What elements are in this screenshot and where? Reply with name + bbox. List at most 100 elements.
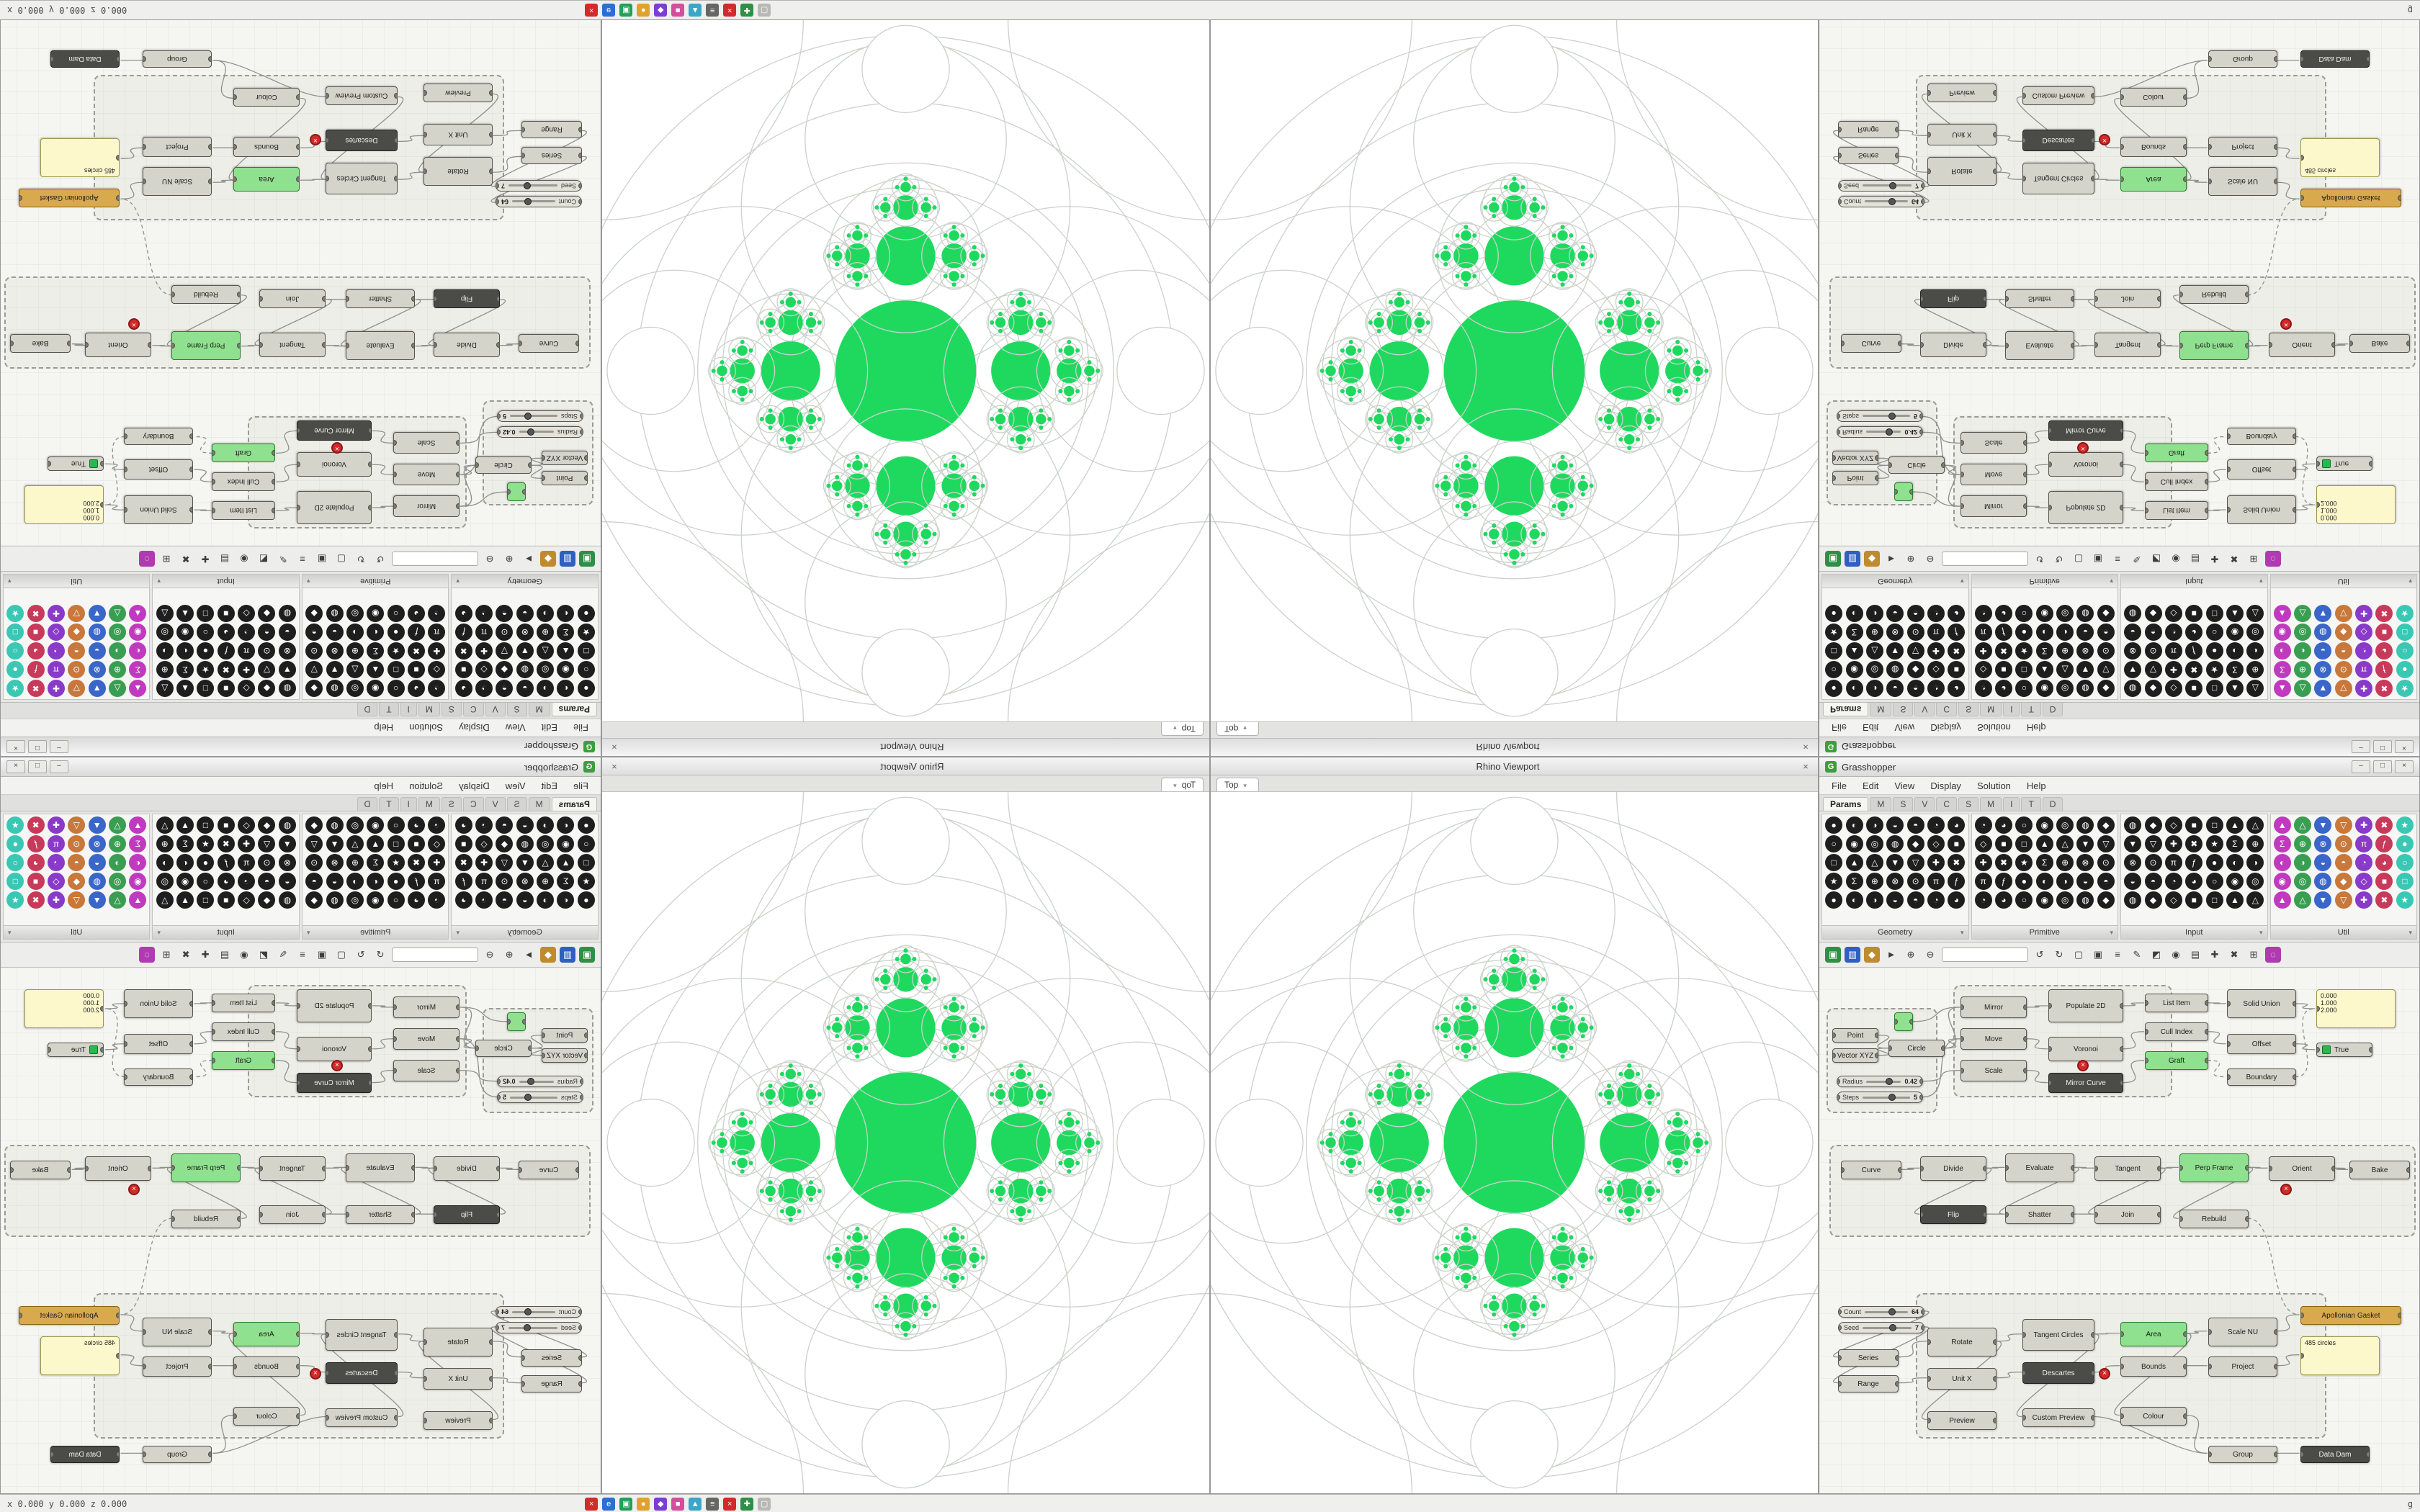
gh-node-data-dam[interactable]: Data Dam (50, 1446, 120, 1463)
palette-component-icon[interactable]: ◐ (176, 642, 194, 660)
palette-component-icon[interactable]: ◔ (1974, 680, 1992, 697)
slider-track[interactable] (1866, 428, 1901, 436)
zoom-out-icon[interactable]: ⊖ (1926, 554, 1935, 564)
gh-node-custom-preview[interactable]: Custom Preview (2022, 1408, 2094, 1427)
palette-component-icon[interactable]: ✖ (27, 816, 45, 834)
palette-component-icon[interactable]: ◓ (496, 680, 514, 697)
palette-component-icon[interactable]: ◇ (238, 680, 256, 697)
palette-component-icon[interactable]: ◆ (258, 891, 276, 909)
palette-component-icon[interactable]: ▼ (2124, 835, 2142, 852)
gh-canvas[interactable]: Point Vector XYZ Circle Radius 0.42 Steps 5 Mir… (1819, 968, 2419, 1493)
palette-component-icon[interactable]: □ (6, 624, 24, 641)
palette-component-icon[interactable]: ▲ (2226, 680, 2244, 697)
gh-node-mirror-curve[interactable]: Mirror Curve (2048, 420, 2123, 441)
app-close-icon[interactable]: × (585, 1498, 599, 1511)
list-icon[interactable]: ≡ (300, 554, 305, 564)
palette-component-icon[interactable]: ● (577, 816, 595, 834)
gh-node-data-dam[interactable]: Data Dam (2300, 50, 2370, 68)
palette-component-icon[interactable]: ⊙ (2144, 642, 2162, 660)
palette-component-icon[interactable]: ◍ (2314, 624, 2332, 641)
gh-node-voronoi[interactable]: Voronoi (297, 452, 372, 477)
gh-node-tangent[interactable]: Tangent (259, 1156, 326, 1181)
gh-node-custom-preview[interactable]: Custom Preview (2022, 86, 2094, 105)
gh-node-mirror-curve[interactable]: Mirror Curve (2048, 1073, 2123, 1093)
palette-component-icon[interactable]: ◔ (238, 873, 256, 890)
palette-component-icon[interactable]: ◉ (2273, 624, 2291, 641)
palette-component-icon[interactable]: π (1927, 873, 1945, 890)
gh-node-rebuild[interactable]: Rebuild (2179, 1210, 2249, 1228)
palette-component-icon[interactable]: π (2355, 661, 2373, 678)
palette-component-icon[interactable]: ○ (577, 661, 595, 678)
palette-component-icon[interactable]: ■ (2185, 680, 2203, 697)
palette-component-icon[interactable]: ⊗ (1886, 624, 1904, 641)
gh-node-data-dam[interactable]: Data Dam (50, 50, 120, 68)
shade-icon[interactable]: ◩ (2151, 554, 2161, 564)
palette-component-icon[interactable]: ● (2396, 835, 2414, 852)
palette-component-icon[interactable]: ◉ (2035, 680, 2053, 697)
slider-knob[interactable] (524, 413, 532, 420)
slider-knob[interactable] (1888, 1308, 1896, 1315)
gh-node-point[interactable]: Point (1832, 1028, 1878, 1043)
palette-component-icon[interactable]: ƒ (407, 873, 425, 890)
preview-icon[interactable]: ◉ (2172, 554, 2180, 564)
palette-component-icon[interactable]: ○ (2205, 873, 2223, 890)
palette-component-icon[interactable]: ▽ (68, 605, 86, 622)
palette-component-icon[interactable]: ⊕ (1865, 624, 1883, 641)
gh-node-seed[interactable]: Seed 7 (1838, 180, 1924, 192)
menu-view[interactable]: View (1894, 780, 1915, 791)
gh-node-boundary[interactable]: Boundary (2227, 428, 2296, 445)
window-icon[interactable]: ▢ (758, 4, 771, 17)
palette-component-icon[interactable]: □ (2205, 680, 2223, 697)
palette-component-icon[interactable]: ⊗ (516, 873, 534, 890)
palette-component-icon[interactable]: π (238, 642, 256, 660)
gh-node-evaluate[interactable]: Evaluate (2005, 1153, 2074, 1182)
palette-component-icon[interactable]: ◑ (2294, 854, 2312, 871)
palette-component-icon[interactable]: ◍ (1886, 835, 1904, 852)
gh-node-offset[interactable]: Offset (2227, 459, 2296, 480)
palette-component-icon[interactable]: □ (2396, 873, 2414, 890)
tools-icon[interactable]: ◆ (654, 4, 668, 17)
gh-node-curve[interactable]: Curve (1841, 1161, 1901, 1179)
palette-component-icon[interactable]: ⊗ (2124, 854, 2142, 871)
gh-node-mirror-curve[interactable]: Mirror Curve (297, 1073, 372, 1093)
close-button[interactable]: × (2395, 740, 2414, 753)
palette-component-icon[interactable]: π (1927, 624, 1945, 641)
palette-component-icon[interactable]: ▽ (258, 835, 276, 852)
gh-node-true[interactable]: True (2316, 456, 2372, 471)
gh-node-curve[interactable]: Curve (519, 334, 579, 353)
viewport-close-icon[interactable]: × (611, 742, 617, 753)
palette-component-icon[interactable]: ■ (407, 661, 425, 678)
palette-component-icon[interactable]: ⊕ (108, 661, 126, 678)
gh-node-bounds[interactable]: Bounds (2120, 137, 2187, 157)
palette-component-icon[interactable]: ✚ (238, 835, 256, 852)
zoom-out-icon[interactable]: ⊖ (485, 554, 494, 564)
gh-node-bounds[interactable]: Bounds (233, 1356, 300, 1377)
palette-component-icon[interactable]: π (428, 624, 446, 641)
palette-component-icon[interactable]: △ (2294, 680, 2312, 697)
slider-track[interactable] (1863, 182, 1912, 190)
menu-display[interactable]: Display (1930, 780, 1961, 791)
gh-node-solid-union[interactable]: Solid Union (124, 495, 193, 524)
gh-node-mirror[interactable]: Mirror (393, 996, 460, 1018)
palette-component-icon[interactable]: ○ (197, 873, 215, 890)
palette-component-icon[interactable]: ◍ (516, 661, 534, 678)
palette-component-icon[interactable]: ◇ (238, 816, 256, 834)
gh-node-unit-x[interactable]: Unit X (1927, 124, 1996, 145)
palette-component-icon[interactable]: ◑ (2056, 873, 2074, 890)
palette-component-icon[interactable]: ◉ (367, 605, 385, 622)
palette-component-icon[interactable]: ◉ (2226, 873, 2244, 890)
palette-component-icon[interactable]: ◉ (2273, 873, 2291, 890)
palette-component-icon[interactable]: △ (156, 891, 174, 909)
gh-node-unit-x[interactable]: Unit X (1927, 1368, 1996, 1390)
palette-component-icon[interactable]: ◕ (1995, 680, 2013, 697)
maximize-button[interactable]: □ (2373, 740, 2392, 753)
gh-node-voronoi[interactable]: Voronoi (2048, 452, 2123, 477)
palette-component-icon[interactable]: ◆ (2334, 873, 2352, 890)
palette-component-icon[interactable]: ◐ (2226, 642, 2244, 660)
menu-edit[interactable]: Edit (1862, 780, 1879, 791)
palette-component-icon[interactable]: ○ (387, 680, 405, 697)
palette-component-icon[interactable]: ◒ (1886, 891, 1904, 909)
gh-node-graft[interactable]: Graft (212, 1051, 275, 1070)
palette-component-icon[interactable]: □ (2205, 816, 2223, 834)
palette-component-icon[interactable]: □ (387, 661, 405, 678)
